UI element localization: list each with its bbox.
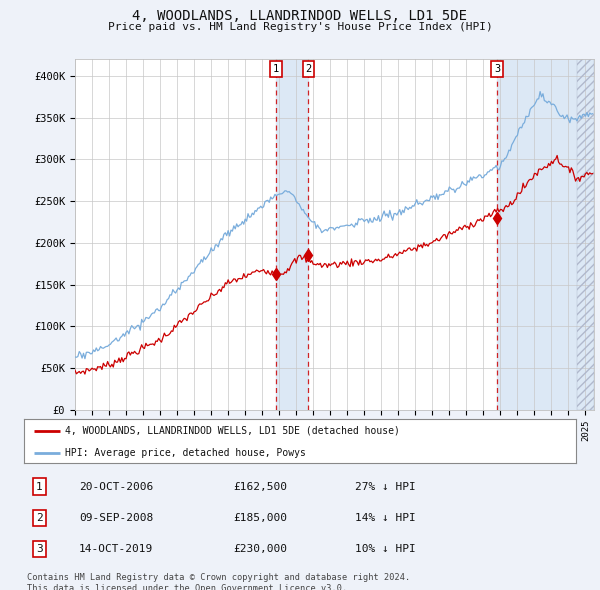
Text: 4, WOODLANDS, LLANDRINDOD WELLS, LD1 5DE: 4, WOODLANDS, LLANDRINDOD WELLS, LD1 5DE bbox=[133, 9, 467, 23]
Text: £162,500: £162,500 bbox=[234, 481, 288, 491]
Text: 14% ↓ HPI: 14% ↓ HPI bbox=[355, 513, 416, 523]
Bar bbox=[497, 59, 594, 410]
Bar bbox=[577, 59, 594, 410]
Text: 10% ↓ HPI: 10% ↓ HPI bbox=[355, 544, 416, 554]
Text: 2: 2 bbox=[305, 64, 311, 74]
Text: £185,000: £185,000 bbox=[234, 513, 288, 523]
Text: 09-SEP-2008: 09-SEP-2008 bbox=[79, 513, 154, 523]
Text: 1: 1 bbox=[272, 64, 279, 74]
Text: Price paid vs. HM Land Registry's House Price Index (HPI): Price paid vs. HM Land Registry's House … bbox=[107, 22, 493, 32]
Text: 2: 2 bbox=[36, 513, 43, 523]
Text: 3: 3 bbox=[36, 544, 43, 554]
Bar bbox=[276, 59, 308, 410]
Text: 3: 3 bbox=[494, 64, 500, 74]
Text: £230,000: £230,000 bbox=[234, 544, 288, 554]
Text: 20-OCT-2006: 20-OCT-2006 bbox=[79, 481, 154, 491]
Text: 1: 1 bbox=[36, 481, 43, 491]
Text: HPI: Average price, detached house, Powys: HPI: Average price, detached house, Powy… bbox=[65, 448, 306, 458]
Text: 14-OCT-2019: 14-OCT-2019 bbox=[79, 544, 154, 554]
Text: Contains HM Land Registry data © Crown copyright and database right 2024.
This d: Contains HM Land Registry data © Crown c… bbox=[27, 573, 410, 590]
Text: 4, WOODLANDS, LLANDRINDOD WELLS, LD1 5DE (detached house): 4, WOODLANDS, LLANDRINDOD WELLS, LD1 5DE… bbox=[65, 426, 400, 436]
Text: 27% ↓ HPI: 27% ↓ HPI bbox=[355, 481, 416, 491]
